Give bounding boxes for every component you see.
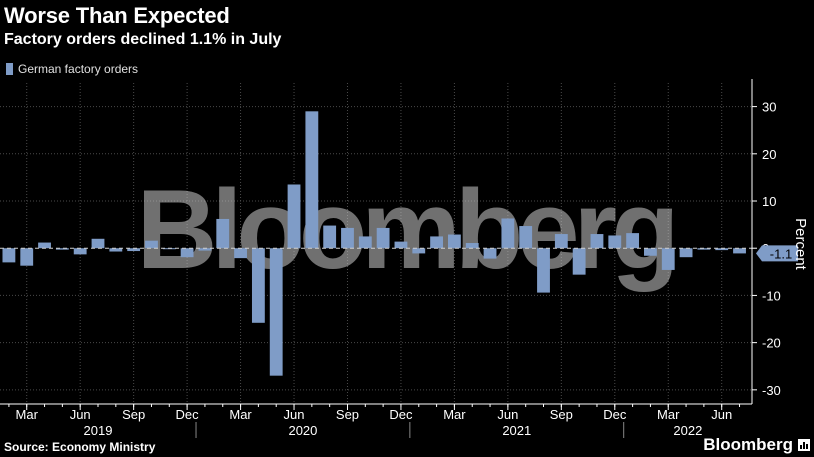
- last-value-label: -1.1: [770, 246, 792, 261]
- bar: [465, 243, 479, 249]
- bar: [38, 242, 51, 249]
- bar: [234, 248, 247, 259]
- bar: [447, 234, 461, 249]
- x-tick-label: Jun: [284, 407, 305, 422]
- legend-label: German factory orders: [18, 62, 139, 76]
- bar: [679, 248, 693, 258]
- bar: [412, 248, 426, 254]
- bar: [661, 248, 675, 270]
- source-note: Source: Economy Ministry: [4, 440, 156, 454]
- y-tick-label: 20: [762, 147, 776, 162]
- bar: [109, 248, 123, 252]
- bar: [198, 248, 212, 251]
- bar: [305, 111, 319, 249]
- x-tick-label: Jun: [711, 407, 732, 422]
- bar: [145, 240, 158, 249]
- legend: German factory orders: [6, 62, 138, 76]
- year-label: 2022: [673, 423, 702, 438]
- bar: [715, 248, 729, 251]
- year-label: 2021: [502, 423, 531, 438]
- year-label: 2020: [288, 423, 317, 438]
- bar: [697, 248, 711, 250]
- bar: [608, 235, 622, 249]
- bar: [55, 248, 69, 250]
- last-value-badge: [756, 245, 798, 262]
- bar: [127, 248, 141, 252]
- bar: [626, 233, 640, 249]
- bar: [430, 236, 444, 249]
- bar: [644, 248, 657, 256]
- bar: [519, 226, 533, 249]
- y-axis-label: Percent: [792, 218, 809, 271]
- bar: [216, 218, 230, 249]
- bar: [537, 248, 550, 293]
- y-tick-label: -30: [762, 383, 781, 398]
- x-tick-label: Dec: [176, 407, 200, 422]
- brand-logo: Bloomberg: [703, 435, 810, 455]
- y-tick-label: 10: [762, 194, 776, 209]
- x-tick-label: Mar: [443, 407, 466, 422]
- x-tick-label: Sep: [122, 407, 145, 422]
- x-tick-label: Dec: [389, 407, 413, 422]
- bar: [20, 248, 34, 266]
- bar: [590, 234, 604, 249]
- y-tick-label: 30: [762, 100, 776, 115]
- chart-subtitle: Factory orders declined 1.1% in July: [4, 31, 282, 48]
- bar: [358, 236, 372, 249]
- bar: [251, 248, 265, 323]
- brand-name: Bloomberg: [703, 435, 793, 454]
- x-tick-label: Dec: [603, 407, 627, 422]
- bar: [91, 238, 105, 249]
- bar: [376, 227, 390, 249]
- x-tick-label: Mar: [229, 407, 252, 422]
- bar: [287, 184, 301, 249]
- y-tick-label: -10: [762, 288, 781, 303]
- x-tick-label: Mar: [657, 407, 680, 422]
- bar: [341, 227, 354, 249]
- bar: [269, 248, 283, 376]
- bar-chart-icon: [798, 439, 810, 451]
- bar: [2, 248, 16, 263]
- bar: [554, 234, 568, 249]
- bar: [483, 248, 497, 259]
- x-tick-label: Sep: [336, 407, 359, 422]
- legend-swatch: [6, 63, 13, 75]
- x-tick-label: Jun: [70, 407, 91, 422]
- year-label: 2019: [84, 423, 113, 438]
- bar: [323, 225, 337, 249]
- bar: [733, 248, 746, 254]
- bar: [501, 218, 515, 249]
- x-tick-label: Mar: [16, 407, 39, 422]
- chart-title: Worse Than Expected: [4, 3, 230, 28]
- y-tick-label: -20: [762, 336, 781, 351]
- x-tick-label: Sep: [550, 407, 573, 422]
- x-tick-label: Jun: [497, 407, 518, 422]
- bar: [572, 248, 586, 275]
- bar: [180, 248, 194, 258]
- bar: [394, 241, 408, 249]
- bar: [73, 248, 87, 255]
